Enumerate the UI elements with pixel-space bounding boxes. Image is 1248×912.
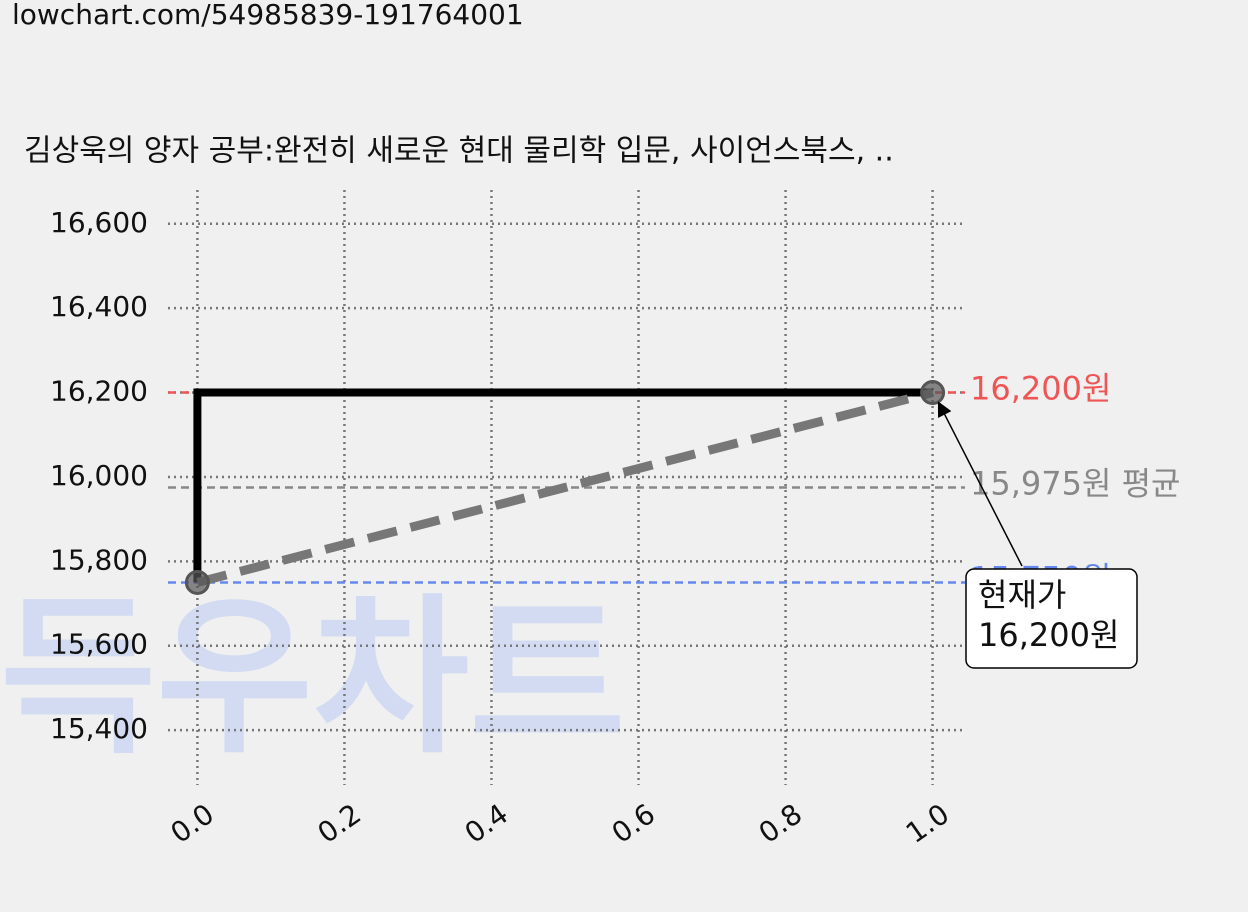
x-tick-label: 0.8: [753, 797, 808, 850]
x-tick-label: 0.0: [165, 797, 220, 850]
y-tick-label: 16,600: [50, 206, 148, 239]
y-tick-label: 15,400: [50, 712, 148, 745]
y-tick-label: 15,800: [50, 543, 148, 576]
y-tick-label: 16,400: [50, 290, 148, 323]
y-tick-label: 16,200: [50, 375, 148, 408]
chart-title: 김상욱의 양자 공부:완전히 새로운 현대 물리학 입문, 사이언스북스, ..: [24, 134, 894, 169]
x-tick-label: 0.2: [312, 797, 367, 850]
reference-label: 16,200원: [970, 370, 1111, 408]
y-tick-label: 16,000: [50, 459, 148, 492]
x-tick-label: 1.0: [900, 797, 955, 850]
reference-label: 15,975원 평균: [970, 465, 1180, 503]
x-tick-label: 0.6: [606, 797, 661, 850]
url: lowchart.com/54985839-191764001: [12, 0, 524, 31]
annotation-arrow: [937, 401, 1023, 567]
marker: [184, 569, 210, 595]
y-tick-label: 15,600: [50, 628, 148, 661]
trend-line: [196, 388, 934, 587]
x-tick-label: 0.4: [459, 797, 514, 850]
step-line: [193, 388, 933, 583]
annotation-box: [965, 568, 1138, 669]
annotation-text: 16,200원: [978, 616, 1119, 654]
watermark: 득우차트: [0, 579, 626, 777]
annotation-text: 현재가: [978, 576, 1066, 614]
marker: [920, 380, 946, 406]
